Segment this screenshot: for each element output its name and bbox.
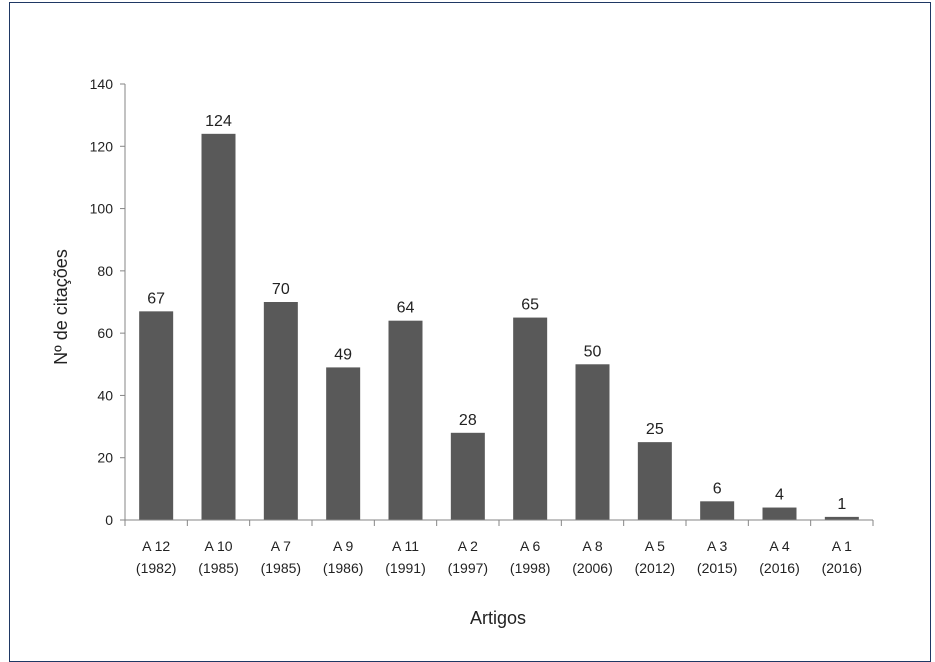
x-tick-label-year: (2015) — [697, 560, 737, 576]
bar — [263, 302, 298, 520]
x-tick-label: A 1 — [832, 538, 852, 554]
y-tick-label: 120 — [90, 138, 114, 154]
bar — [762, 507, 797, 520]
y-tick-label: 20 — [97, 450, 113, 466]
y-tick-label: 0 — [105, 512, 113, 528]
data-label: 49 — [334, 346, 352, 363]
data-label: 28 — [459, 412, 477, 429]
bar — [575, 364, 610, 520]
x-axis: A 12 (1982) A 10 (1985) A 7 (1985) A 9 (1986) A … — [124, 519, 874, 576]
bar — [326, 367, 361, 520]
x-tick-label: A 6 — [520, 538, 540, 554]
y-tick-label: 60 — [97, 325, 113, 341]
data-label: 65 — [521, 297, 539, 314]
data-label: 1 — [837, 496, 846, 513]
bar — [824, 516, 859, 520]
bar — [637, 442, 672, 520]
y-tick-label: 40 — [97, 387, 113, 403]
x-tick-label-year: (1985) — [198, 560, 238, 576]
x-tick-label: A 8 — [582, 538, 602, 554]
y-tick-label: 100 — [90, 201, 114, 217]
data-label: 64 — [397, 300, 415, 317]
data-label: 25 — [646, 421, 664, 438]
x-tick-label: A 11 — [392, 538, 419, 554]
x-tick-label-year: (2006) — [572, 560, 612, 576]
x-tick-label-year: (1998) — [510, 560, 550, 576]
bar — [388, 320, 423, 520]
bar — [201, 133, 236, 521]
x-tick-label: A 9 — [333, 538, 353, 554]
x-tick-label-year: (2012) — [635, 560, 675, 576]
data-label: 70 — [272, 281, 290, 298]
x-tick-label-year: (2016) — [759, 560, 799, 576]
x-tick-label-year: (1982) — [136, 560, 176, 576]
bar — [513, 317, 548, 520]
x-tick-label: A 3 — [707, 538, 727, 554]
x-axis-title: Artigos — [470, 608, 526, 628]
y-tick-label: 80 — [97, 263, 113, 279]
data-label: 67 — [147, 290, 165, 307]
x-tick-label: A 10 — [204, 538, 232, 554]
data-label: 6 — [713, 480, 722, 497]
x-tick-label: A 5 — [645, 538, 665, 554]
y-axis: 0 20 40 60 80 100 120 140 — [90, 76, 126, 528]
x-tick-label-year: (1985) — [261, 560, 301, 576]
data-label: 4 — [775, 487, 784, 504]
x-tick-label-year: (1997) — [448, 560, 488, 576]
x-tick-label: A 7 — [271, 538, 291, 554]
x-tick-label: A 2 — [458, 538, 478, 554]
bar — [139, 311, 174, 520]
x-tick-label: A 12 — [142, 538, 170, 554]
x-tick-label-year: (2016) — [822, 560, 862, 576]
data-label: 50 — [584, 343, 602, 360]
x-tick-label-year: (1991) — [385, 560, 425, 576]
x-tick-label-year: (1986) — [323, 560, 363, 576]
x-tick-label: A 4 — [769, 538, 789, 554]
data-label: 124 — [205, 113, 232, 130]
y-axis-title: Nº de citações — [51, 249, 71, 365]
bar — [450, 432, 485, 520]
y-tick-label: 140 — [90, 76, 114, 92]
bar — [700, 501, 735, 520]
